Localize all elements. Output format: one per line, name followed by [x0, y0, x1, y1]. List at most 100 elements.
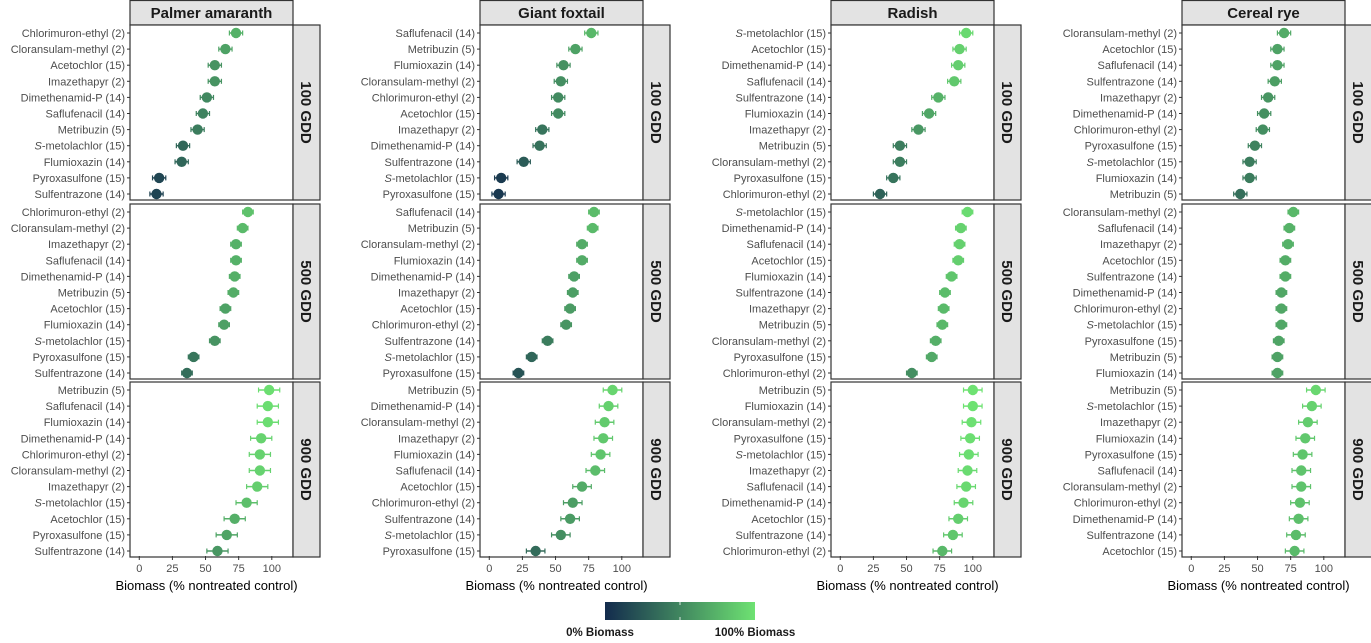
data-point — [913, 124, 924, 135]
data-point — [1297, 449, 1308, 460]
data-point — [570, 43, 581, 55]
x-tick-label: 75 — [934, 563, 946, 575]
data-point — [954, 239, 965, 250]
category-label: Chlorimuron-ethyl (2) — [723, 368, 826, 380]
category-label: Cloransulam-methyl (2) — [361, 76, 475, 88]
category-label: Pyroxasulfone (15) — [734, 352, 826, 364]
data-point — [1276, 303, 1287, 314]
row-strip — [1344, 203, 1371, 380]
x-tick-label: 50 — [1251, 563, 1263, 575]
data-point — [962, 206, 973, 218]
data-point — [229, 271, 240, 282]
legend-colorbar — [605, 602, 755, 620]
category-label: Metribuzin (5) — [1110, 189, 1177, 201]
data-point — [1269, 76, 1280, 87]
data-point — [228, 287, 239, 298]
category-label: Sulfentrazone (14) — [385, 514, 476, 526]
data-point — [576, 481, 588, 492]
category-label: S-metolachlor (15) — [385, 173, 475, 185]
category-label: Chlorimuron-ethyl (2) — [723, 189, 826, 201]
data-point — [1273, 335, 1284, 346]
panel-frame — [1181, 381, 1346, 558]
category-label: Sulfentrazone (14) — [385, 336, 476, 348]
row-strip — [642, 381, 671, 558]
data-point — [262, 417, 274, 428]
data-point — [567, 287, 578, 298]
category-label: Flumioxazin (14) — [394, 449, 475, 461]
facet-panel: 500 GDD S-metolachlor (15) Dimethenamid-P … — [712, 203, 1022, 380]
category-label: Pyroxasulfone (15) — [33, 352, 125, 364]
column-strip: Giant foxtail — [479, 0, 644, 26]
category-label: Chlorimuron-ethyl (2) — [372, 320, 475, 332]
strip-label-timing: 500 GDD — [297, 260, 314, 323]
legend-low-label: 0% Biomass — [566, 627, 634, 639]
panel-frame — [129, 381, 294, 558]
data-point — [933, 92, 944, 103]
category-label: Imazethapyr (2) — [398, 125, 475, 137]
category-label: Imazethapyr (2) — [1100, 417, 1177, 429]
category-label: Pyroxasulfone (15) — [383, 189, 475, 201]
row-strip — [1344, 24, 1371, 201]
category-label: Cloransulam-methyl (2) — [712, 157, 826, 169]
category-label: Sulfentrazone (14) — [35, 189, 126, 201]
data-point — [960, 27, 972, 39]
category-label: Acetochlor (15) — [50, 514, 125, 526]
category-label: Cloransulam-methyl (2) — [1063, 28, 1177, 40]
italic-prefix: S — [1087, 401, 1095, 413]
row-strip — [993, 24, 1022, 201]
label-rest: -metolachlor (15) — [42, 498, 125, 510]
category-label: Cloransulam-methyl (2) — [712, 417, 826, 429]
strip-label-timing: 100 GDD — [647, 81, 664, 144]
data-point — [590, 465, 601, 476]
category-label: Flumioxazin (14) — [1096, 368, 1177, 380]
x-tick-label: 75 — [1285, 563, 1297, 575]
category-label: Metribuzin (5) — [408, 223, 475, 235]
category-label: Acetochlor (15) — [400, 482, 475, 494]
category-label: Metribuzin (5) — [408, 385, 475, 397]
data-point — [1293, 513, 1304, 524]
strip-label-timing: 900 GDD — [1349, 438, 1366, 501]
x-tick-label: 75 — [583, 563, 595, 575]
italic-prefix: S — [1087, 320, 1095, 332]
category-label: Chlorimuron-ethyl (2) — [372, 498, 475, 510]
panel-frame — [1181, 203, 1346, 380]
category-label: Pyroxasulfone (15) — [383, 546, 475, 558]
data-point — [1244, 172, 1255, 184]
category-label: Imazethapyr (2) — [398, 288, 475, 300]
category-label: Sulfentrazone (14) — [35, 546, 126, 558]
color-legend: 0% Biomass 100% Biomass — [566, 602, 795, 639]
data-point — [230, 27, 242, 39]
x-tick-label: 100 — [263, 563, 281, 575]
data-point — [1276, 287, 1287, 298]
category-label: Pyroxasulfone (15) — [734, 173, 826, 185]
category-label: Flumioxazin (14) — [745, 271, 826, 283]
italic-prefix: S — [736, 28, 744, 40]
category-label: Pyroxasulfone (15) — [33, 173, 125, 185]
category-label: Cloransulam-methyl (2) — [361, 417, 475, 429]
data-point — [568, 271, 580, 282]
category-label: Flumioxazin (14) — [1096, 433, 1177, 445]
x-tick-label: 100 — [964, 563, 982, 575]
data-point — [197, 108, 209, 119]
category-label: Sulfentrazone (14) — [1087, 76, 1178, 88]
category-label: S-metolachlor (15) — [1087, 320, 1177, 332]
data-point — [586, 27, 597, 39]
data-point — [201, 92, 213, 103]
italic-prefix: S — [35, 498, 43, 510]
x-tick-label: 0 — [136, 563, 142, 575]
x-tick-label: 75 — [233, 563, 245, 575]
category-label: Imazethapyr (2) — [1100, 92, 1177, 104]
data-point — [576, 239, 588, 250]
category-label: S-metolachlor (15) — [736, 28, 826, 40]
category-label: Dimethenamid-P (14) — [371, 271, 475, 283]
category-label: S-metolachlor (15) — [1087, 157, 1177, 169]
category-label: Cloransulam-methyl (2) — [1063, 207, 1177, 219]
label-rest: -metolachlor (15) — [392, 530, 475, 542]
category-label: S-metolachlor (15) — [736, 449, 826, 461]
column-strip: Radish — [830, 0, 995, 26]
data-point — [953, 59, 964, 71]
legend-high-label: 100% Biomass — [715, 627, 796, 639]
data-point — [599, 417, 610, 428]
data-point — [930, 335, 941, 346]
data-point — [1296, 481, 1307, 492]
